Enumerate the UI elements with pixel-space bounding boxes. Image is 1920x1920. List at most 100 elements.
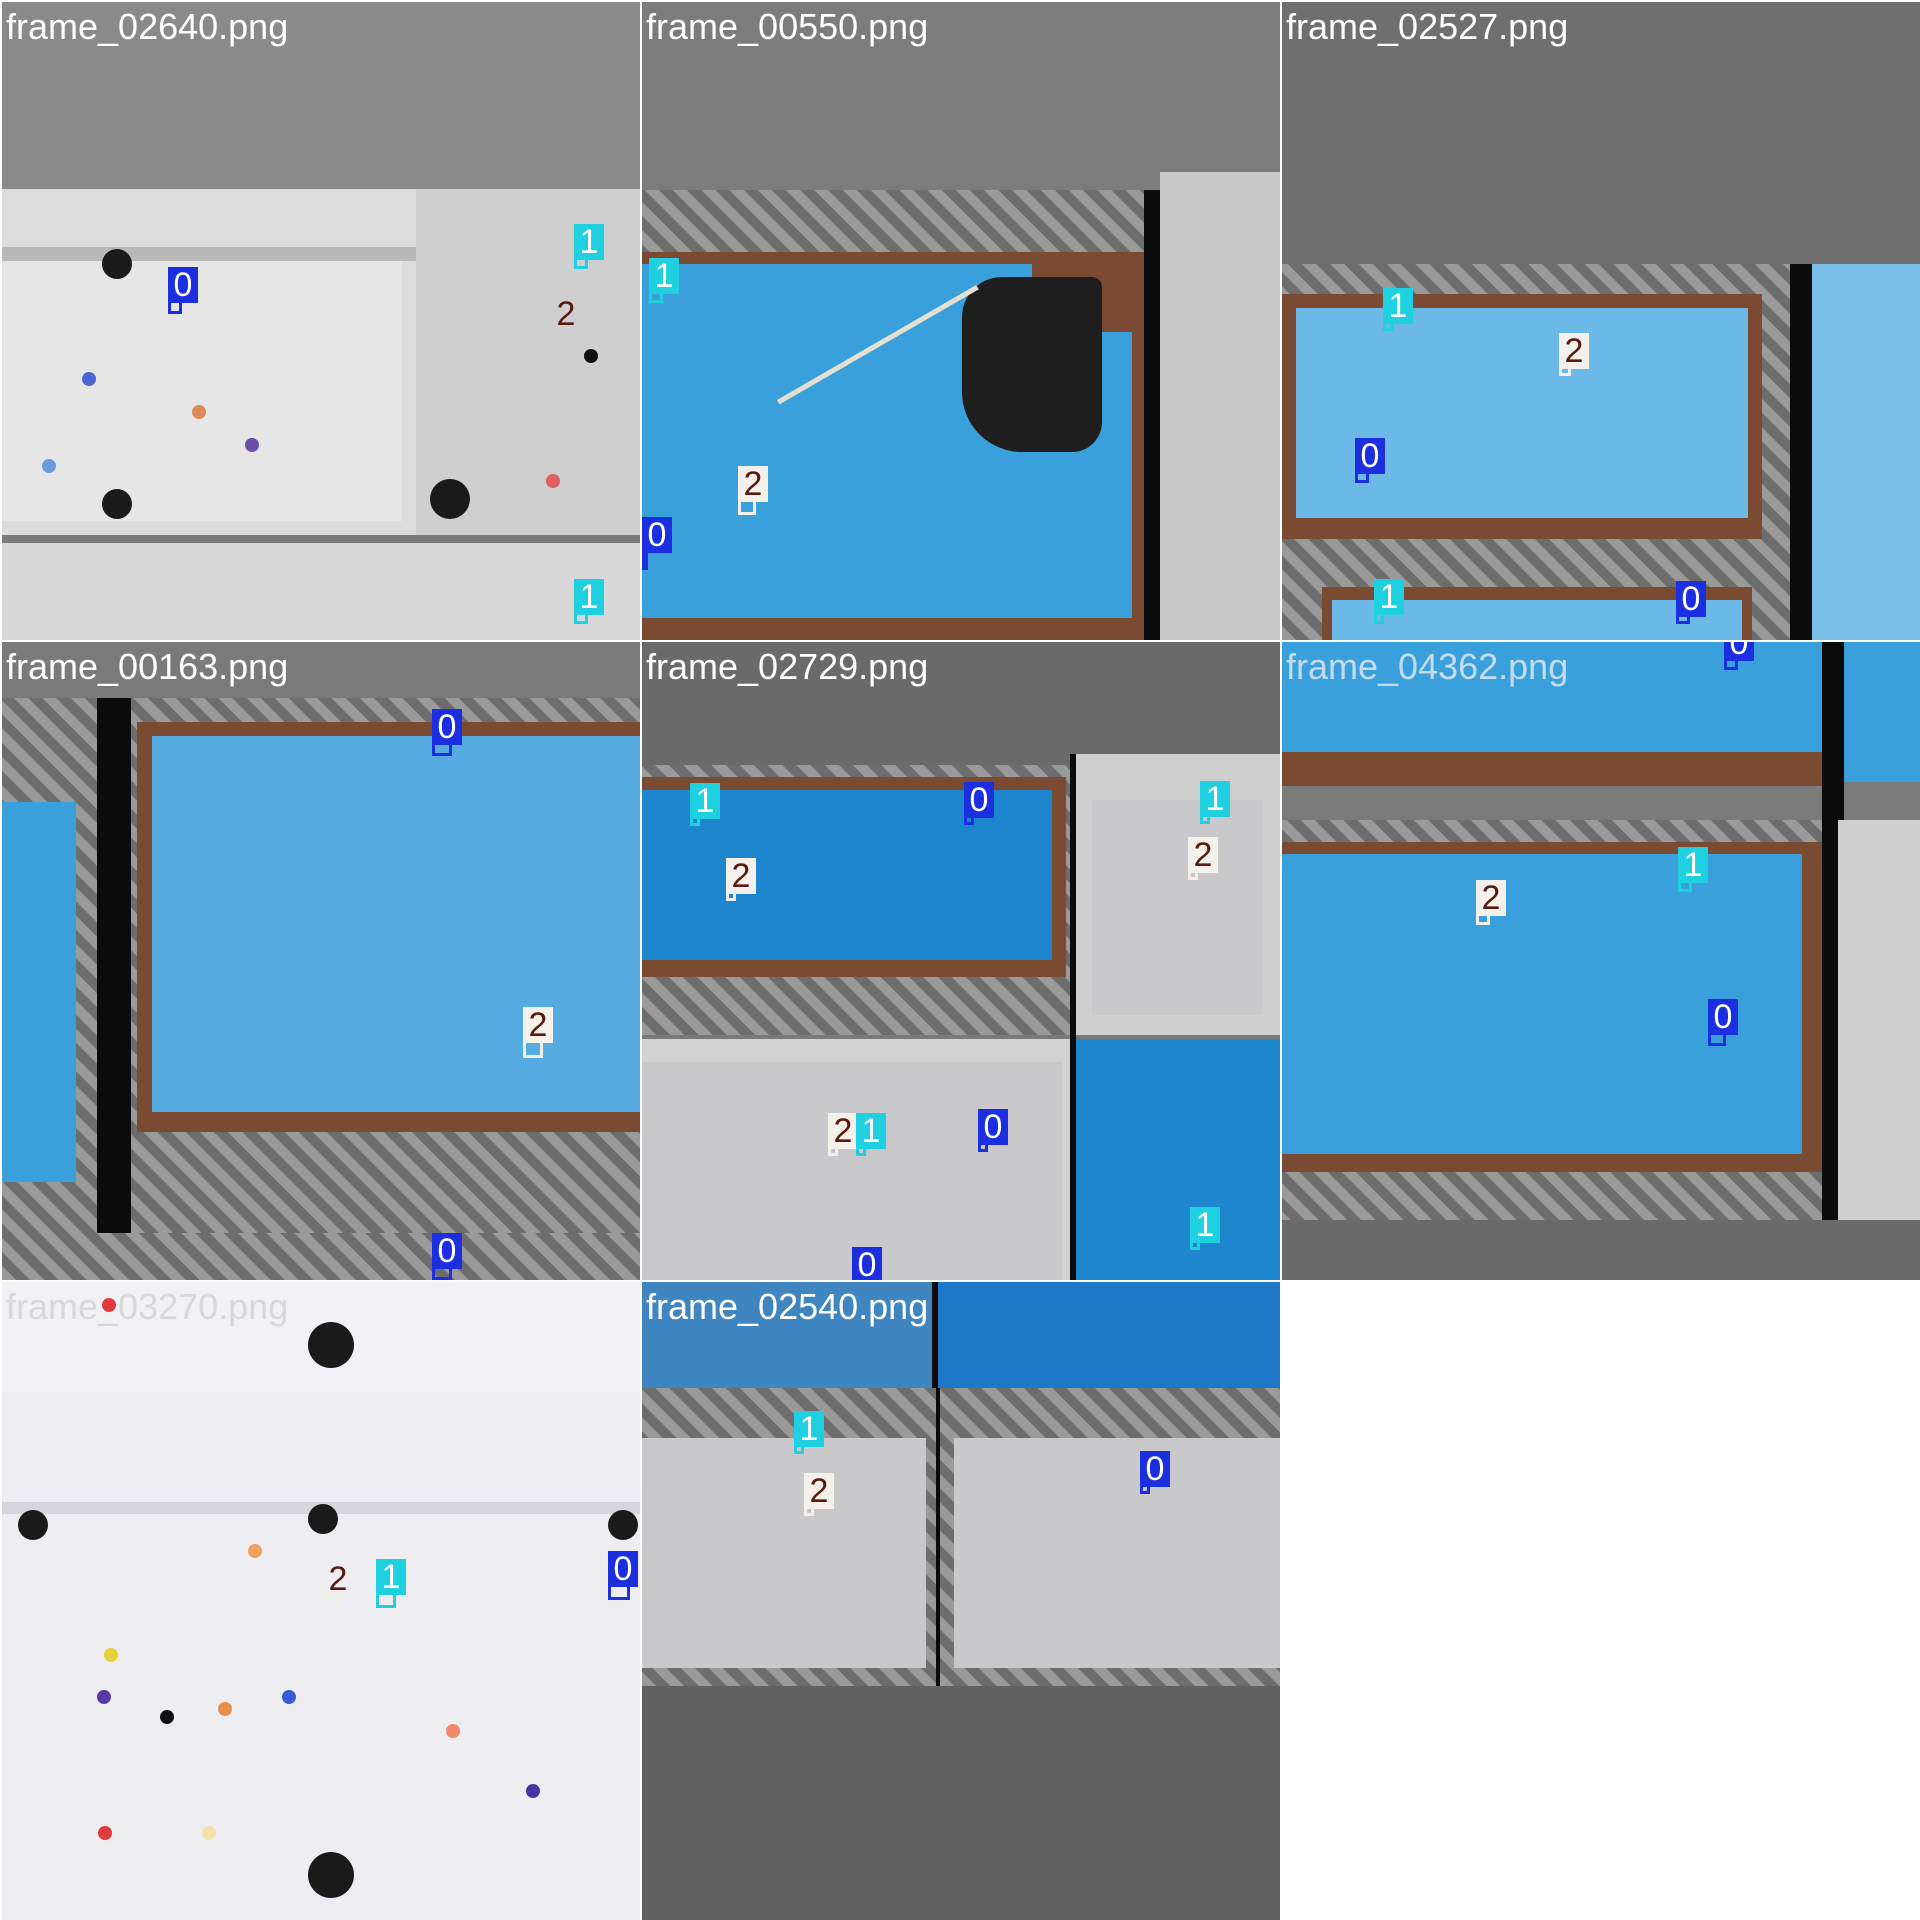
ball xyxy=(98,1826,112,1840)
detection-box: 1 xyxy=(574,224,604,269)
pool-table-image xyxy=(1812,264,1920,640)
class-label: 0 xyxy=(1140,1451,1170,1487)
detection-box: 0 xyxy=(168,267,198,314)
ball xyxy=(104,1648,118,1662)
table-felt xyxy=(2,261,402,521)
detection-box: 1 xyxy=(649,258,679,303)
pool-table-image xyxy=(2,543,640,640)
detection-box: 0 xyxy=(432,1233,462,1280)
player xyxy=(962,277,1102,452)
class-label: 1 xyxy=(574,579,604,615)
class-label: 1 xyxy=(690,783,720,819)
detection-box: 2 xyxy=(828,1113,858,1156)
class-label: 0 xyxy=(432,709,462,745)
detection-box: 2 xyxy=(738,466,768,515)
tile-filename: frame_00550.png xyxy=(646,6,929,47)
tile-filename: frame_03270.png xyxy=(6,1286,289,1327)
ball xyxy=(202,1826,216,1840)
pocket xyxy=(430,479,470,519)
detection-box: 1 xyxy=(376,1559,406,1608)
detection-box: 1 xyxy=(1383,288,1413,331)
class-label: 2 xyxy=(523,1007,553,1043)
class-label: 0 xyxy=(432,1233,462,1269)
detection-box: 0 xyxy=(642,517,672,570)
ball xyxy=(526,1784,540,1798)
table-felt xyxy=(1092,800,1262,1015)
backdrop xyxy=(2,642,640,698)
tile-filename: frame_02540.png xyxy=(646,1286,929,1327)
detection-box: 0 xyxy=(1708,999,1738,1046)
pool-table-image xyxy=(2,1233,640,1280)
empty-slot xyxy=(1282,1282,1920,1920)
table-felt xyxy=(152,736,640,1112)
pocket xyxy=(308,1852,354,1898)
ball xyxy=(82,372,96,386)
class-label: 1 xyxy=(856,1113,886,1149)
ball xyxy=(102,1298,116,1312)
class-label: 2 xyxy=(1188,837,1218,873)
divider xyxy=(97,698,131,1280)
table-felt xyxy=(954,1438,1280,1668)
detection-box: 0 xyxy=(1140,1451,1170,1494)
class-label: 0 xyxy=(168,267,198,303)
ball xyxy=(160,1710,174,1724)
backdrop xyxy=(642,642,1280,765)
tile-filename: frame_02729.png xyxy=(646,646,929,687)
class-label: 2 xyxy=(1559,333,1589,369)
detection-box: 2 xyxy=(804,1473,834,1516)
table-rail xyxy=(1282,752,1822,786)
pool-table-image xyxy=(416,189,640,535)
ball xyxy=(282,1690,296,1704)
class-label: 0 xyxy=(978,1109,1008,1145)
backdrop xyxy=(642,2,1280,190)
pool-table-image xyxy=(2,1392,640,1920)
detection-box: 2 xyxy=(1476,880,1506,925)
class-label: 1 xyxy=(574,224,604,260)
tile-frame-02640: frame_02640.png 0 1 2 1 xyxy=(2,2,640,640)
divider xyxy=(1822,820,1838,1220)
divider xyxy=(932,1282,938,1388)
class-label: 2 xyxy=(1476,880,1506,916)
class-label: 2 xyxy=(556,295,576,333)
ball xyxy=(192,405,206,419)
detection-box: 1 xyxy=(1190,1207,1220,1250)
tile-frame-00550: frame_00550.png 1 2 0 xyxy=(642,2,1280,640)
tile-frame-03270: frame_03270.png 2 1 0 xyxy=(2,1282,640,1920)
table-felt xyxy=(642,1438,926,1668)
tile-frame-02527: frame_02527.png 1 2 0 1 0 xyxy=(1282,2,1920,640)
detection-box: 0 xyxy=(1724,642,1754,670)
ball xyxy=(42,459,56,473)
tile-frame-00163: frame_00163.png 0 2 0 xyxy=(2,642,640,1280)
class-label: 0 xyxy=(642,517,672,553)
pool-table-image xyxy=(1160,172,1280,640)
class-label: 2 xyxy=(726,858,756,894)
detection-box: 0 xyxy=(432,709,462,756)
detection-box: 0 xyxy=(964,782,994,825)
class-label: 1 xyxy=(794,1411,824,1447)
table-rail xyxy=(2,247,416,261)
backdrop xyxy=(1282,1220,1920,1280)
class-label: 2 xyxy=(828,1113,858,1149)
class-label: 1 xyxy=(1678,847,1708,883)
tile-filename: frame_04362.png xyxy=(1286,646,1569,687)
detection-box: 2 xyxy=(1559,333,1589,376)
pocket xyxy=(308,1322,354,1368)
detection-box: 1 xyxy=(690,783,720,826)
tile-frame-04362: frame_04362.png 0 2 1 0 xyxy=(1282,642,1920,1280)
class-label: 2 xyxy=(738,466,768,502)
class-label: 1 xyxy=(376,1559,406,1595)
class-label: 0 xyxy=(852,1247,882,1280)
ball xyxy=(248,1544,262,1558)
pocket xyxy=(308,1504,338,1534)
table-felt xyxy=(1296,308,1748,518)
pocket xyxy=(102,489,132,519)
class-label: 0 xyxy=(964,782,994,818)
class-label: 0 xyxy=(1355,438,1385,474)
detection-box: 0 xyxy=(978,1109,1008,1152)
backdrop xyxy=(1282,2,1920,264)
detection-box: 1 xyxy=(1200,781,1230,824)
detection-box: 2 xyxy=(1188,837,1218,880)
ball xyxy=(218,1702,232,1716)
divider xyxy=(1822,642,1844,820)
